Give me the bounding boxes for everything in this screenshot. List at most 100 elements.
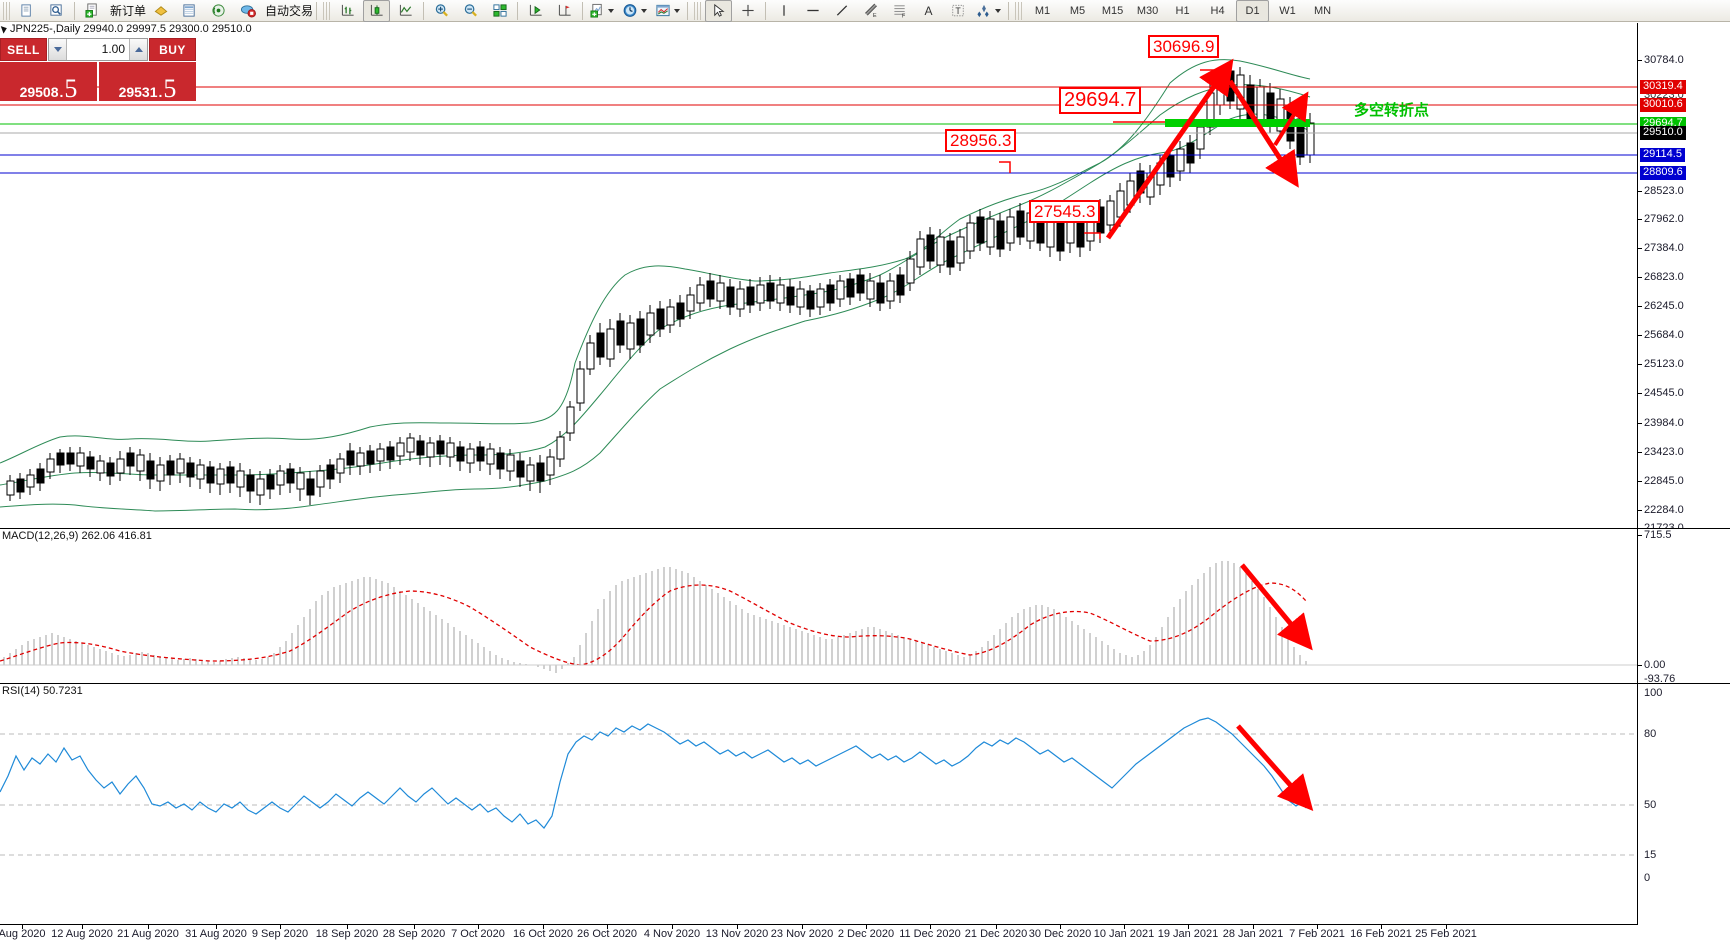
tile-windows-icon[interactable] <box>486 0 513 22</box>
horizontal-line-tool[interactable] <box>799 0 826 22</box>
annotation-29694[interactable]: 29694.7 <box>1059 87 1142 114</box>
leader-30696 <box>1200 69 1216 80</box>
rsi-tick: 0 <box>1644 872 1651 884</box>
periods-icon[interactable] <box>619 0 650 22</box>
buy-button[interactable]: BUY <box>149 38 196 61</box>
chart-shift-icon[interactable] <box>551 0 578 22</box>
rsi-axis[interactable]: 100 80 50 15 0 <box>1637 684 1730 925</box>
expert-advisors-icon[interactable] <box>147 0 174 22</box>
vertical-line-tool[interactable] <box>770 0 797 22</box>
volume-increase-button[interactable] <box>129 39 147 60</box>
timeframe-m15[interactable]: M15 <box>1101 4 1124 17</box>
sell-price[interactable]: 29508 . 5 <box>0 62 97 101</box>
new-order-label[interactable]: 新订单 <box>110 4 147 18</box>
price-pane[interactable]: 30784.0 28523.0 27962.0 27384.0 26823.0 … <box>0 23 1730 534</box>
buy-price-separator: . <box>158 84 163 100</box>
market-watch-icon[interactable] <box>43 0 70 22</box>
annotation-27545[interactable]: 27545.3 <box>1029 200 1101 223</box>
bollinger-middle-band <box>0 84 1311 486</box>
profiles-icon[interactable] <box>14 0 41 22</box>
timeframe-m30[interactable]: M30 <box>1136 4 1159 17</box>
price-tag-28809: 28809.6 <box>1640 166 1686 180</box>
chevron-down-icon[interactable] <box>995 8 1002 13</box>
timeframe-h4[interactable]: H4 <box>1210 4 1225 17</box>
chevron-down-icon[interactable] <box>608 8 615 13</box>
equidistant-channel-tool[interactable]: E <box>857 0 884 22</box>
toolbar-separator <box>517 1 519 20</box>
candlestick-chart-icon[interactable] <box>363 0 391 22</box>
toolbar-grip[interactable] <box>3 1 10 20</box>
date-tick: 9 Sep 2020 <box>251 928 309 940</box>
macd-plot <box>0 561 1638 673</box>
price-tag-current: 29510.0 <box>1640 126 1686 140</box>
price-tick: 25123.0 <box>1644 358 1684 370</box>
timeframe-h1[interactable]: H1 <box>1175 4 1190 17</box>
chart-canvas[interactable]: 30784.0 28523.0 27962.0 27384.0 26823.0 … <box>0 23 1730 944</box>
cursor-tool[interactable] <box>705 0 733 22</box>
svg-text:E: E <box>872 13 876 18</box>
auto-scroll-icon[interactable] <box>522 0 549 22</box>
price-tick: 27962.0 <box>1644 213 1684 225</box>
date-tick: Aug 2020 <box>0 928 46 940</box>
date-tick: 4 Nov 2020 <box>643 928 701 940</box>
price-tag-30319: 30319.4 <box>1640 80 1686 94</box>
sell-price-frac: 5 <box>64 73 78 103</box>
chevron-down-icon[interactable] <box>641 8 648 13</box>
toolbar-grip[interactable] <box>1015 1 1023 20</box>
toolbar-grip[interactable] <box>323 1 331 20</box>
auto-trading-button[interactable] <box>234 0 261 22</box>
annotation-28956[interactable]: 28956.3 <box>945 129 1017 152</box>
data-window-icon[interactable] <box>176 0 203 22</box>
date-tick: 13 Nov 2020 <box>705 928 769 940</box>
timeframe-d1[interactable]: D1 <box>1236 0 1270 22</box>
line-chart-icon[interactable] <box>392 0 419 22</box>
timeframe-m5[interactable]: M5 <box>1069 4 1086 17</box>
macd-signal-line <box>0 582 1307 666</box>
date-tick: 25 Feb 2021 <box>1415 928 1477 940</box>
macd-pane[interactable]: MACD(12,26,9) 262.06 416.81 <box>0 528 1730 685</box>
templates-icon[interactable] <box>652 0 683 22</box>
volume-decrease-button[interactable] <box>49 39 67 60</box>
rsi-tick: 100 <box>1644 687 1663 699</box>
crosshair-tool[interactable] <box>734 0 761 22</box>
text-label-tool[interactable]: T <box>944 0 971 22</box>
text-tool[interactable]: A <box>924 3 933 18</box>
indicators-icon[interactable] <box>587 0 617 22</box>
macd-axis[interactable]: 715.5 0.00 -93.76 <box>1637 529 1730 685</box>
date-axis[interactable]: Aug 2020 12 Aug 2020 21 Aug 2020 31 Aug … <box>0 924 1638 944</box>
price-tick: 26823.0 <box>1644 271 1684 283</box>
toolbar-grip[interactable] <box>694 1 702 20</box>
price-tick: 22284.0 <box>1644 504 1684 516</box>
volume-value[interactable]: 1.00 <box>101 42 125 56</box>
rsi-plot <box>0 717 1638 856</box>
fibonacci-tool[interactable]: F <box>886 0 913 22</box>
timeframe-mn[interactable]: MN <box>1313 4 1332 17</box>
rsi-pane[interactable]: RSI(14) 50.7231 100 80 50 15 0 <box>0 683 1730 925</box>
bar-chart-icon[interactable] <box>334 0 361 22</box>
price-axis[interactable]: 30784.0 28523.0 27962.0 27384.0 26823.0 … <box>1637 23 1730 534</box>
date-tick: 16 Feb 2021 <box>1350 928 1412 940</box>
price-tag-29114: 29114.5 <box>1640 148 1685 162</box>
date-tick: 2 Dec 2020 <box>837 928 895 940</box>
timeframe-m1[interactable]: M1 <box>1034 4 1051 17</box>
buy-price[interactable]: 29531 . 5 <box>99 62 196 101</box>
shapes-tool[interactable] <box>973 0 1004 22</box>
auto-trading-label[interactable]: 自动交易 <box>265 4 314 18</box>
date-tick: 16 Oct 2020 <box>513 928 573 940</box>
new-order-button[interactable] <box>79 0 106 22</box>
sell-button[interactable]: SELL <box>0 38 47 61</box>
macd-tick: 715.5 <box>1644 529 1672 541</box>
trendline-tool[interactable] <box>828 0 855 22</box>
one-click-trading-panel[interactable]: SELL 1.00 BUY 29508 . 5 29531 . 5 <box>0 38 196 101</box>
annotation-30696[interactable]: 30696.9 <box>1148 35 1220 58</box>
zoom-in-icon[interactable] <box>428 0 455 22</box>
macd-divergence-arrow <box>1240 563 1313 651</box>
volume-stepper[interactable]: 1.00 <box>48 38 148 61</box>
timeframe-w1[interactable]: W1 <box>1279 4 1296 17</box>
zoom-out-icon[interactable] <box>457 0 484 22</box>
date-tick: 21 Dec 2020 <box>964 928 1028 940</box>
chevron-down-icon[interactable] <box>674 8 681 13</box>
candlestick-series <box>6 63 1315 505</box>
signals-icon[interactable] <box>205 0 232 22</box>
